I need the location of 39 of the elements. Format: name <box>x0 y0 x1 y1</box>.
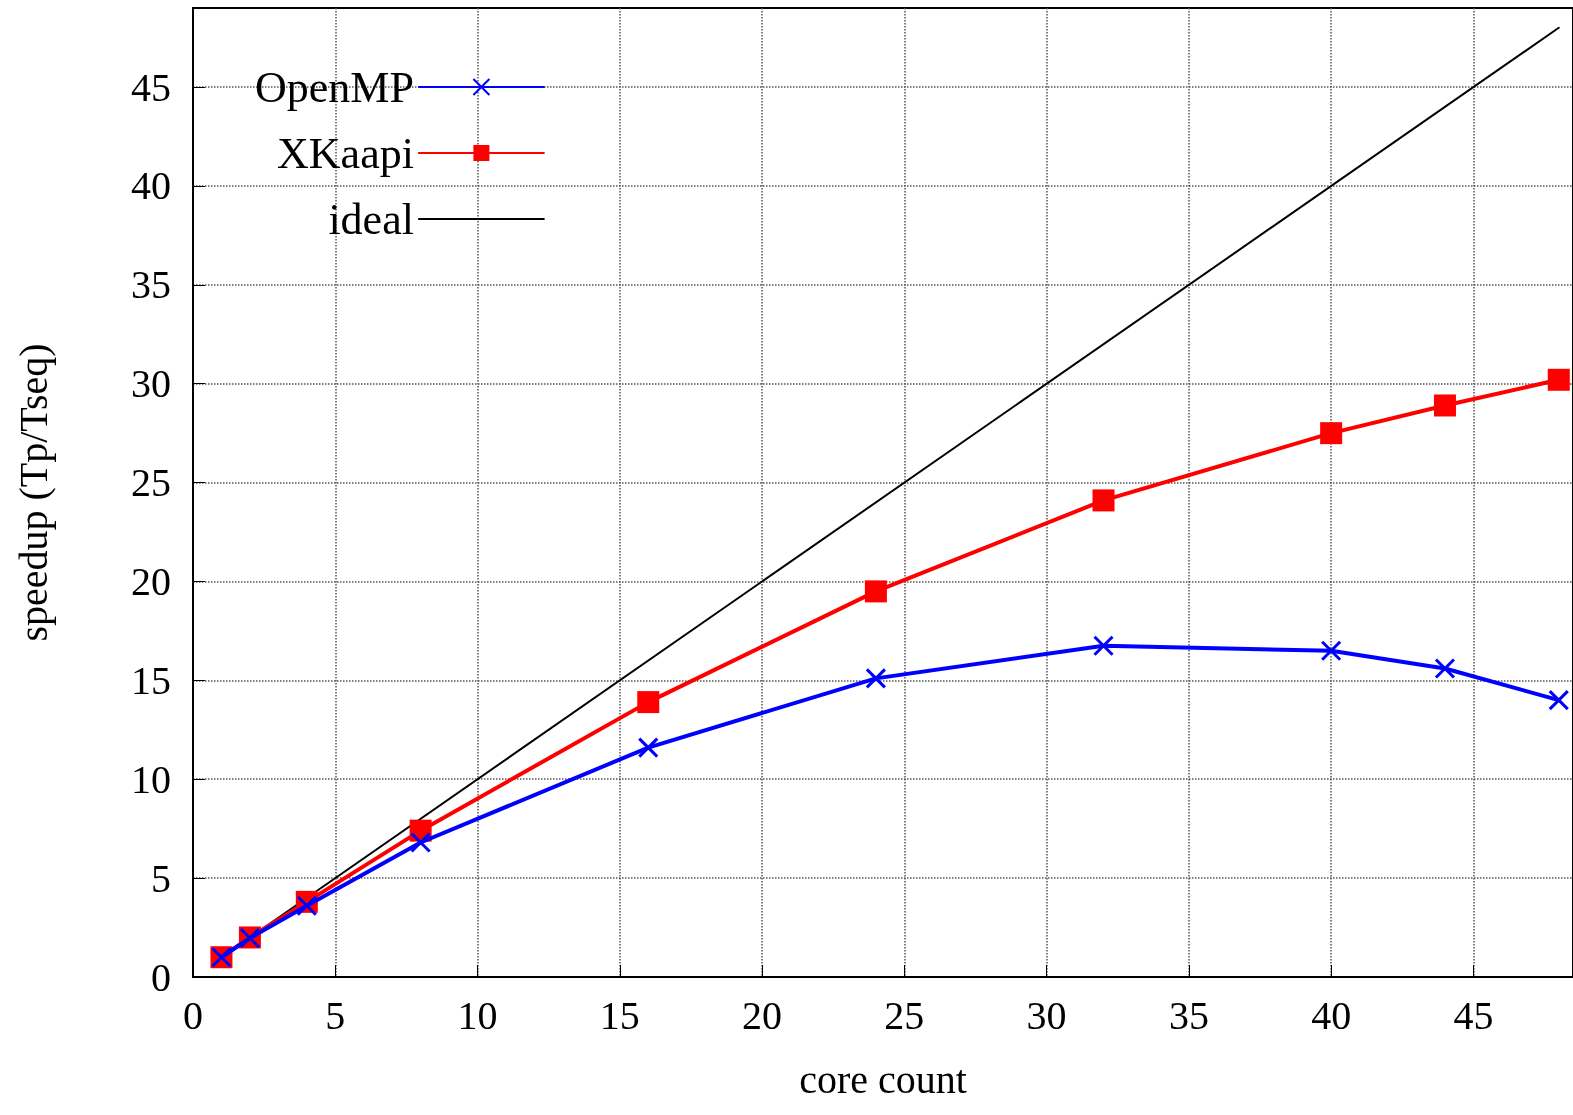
point <box>1547 368 1570 391</box>
point <box>637 691 660 714</box>
point <box>865 667 887 689</box>
legend-label: ideal <box>328 194 414 244</box>
x-tick-label: 40 <box>1311 992 1352 1038</box>
x-tick-label: 0 <box>183 992 203 1038</box>
x-tick-label: 15 <box>599 992 640 1038</box>
point <box>1092 489 1115 512</box>
point <box>296 895 318 917</box>
x-tick-label: 5 <box>325 992 346 1038</box>
point <box>410 832 432 854</box>
y-tick-label: 35 <box>131 262 171 308</box>
x-tick-label: 25 <box>884 992 925 1038</box>
point <box>1320 422 1343 445</box>
x-tick-label: 10 <box>457 992 498 1038</box>
point <box>864 580 887 603</box>
point <box>1548 689 1570 711</box>
point <box>637 737 659 759</box>
x-tick-label: 35 <box>1168 992 1209 1038</box>
point <box>1093 635 1115 657</box>
y-tick-label: 10 <box>131 756 171 802</box>
legend-label: OpenMP <box>254 62 414 112</box>
x-tick-label: 30 <box>1026 992 1067 1038</box>
y-tick-label: 45 <box>131 64 171 110</box>
x-axis-title: core count <box>799 1056 967 1102</box>
y-tick-label: 20 <box>131 558 171 604</box>
y-tick-label: 30 <box>131 361 171 407</box>
y-tick-label: 40 <box>131 163 171 209</box>
legend-label: XKaapi <box>277 128 414 178</box>
y-tick-label: 5 <box>151 855 171 901</box>
y-tick-label: 0 <box>151 954 171 1000</box>
point <box>1433 394 1456 417</box>
y-tick-label: 25 <box>131 460 171 506</box>
point <box>1434 658 1456 679</box>
x-tick-label: 45 <box>1453 992 1494 1038</box>
point <box>1320 640 1342 662</box>
x-tick-label: 20 <box>742 992 783 1038</box>
y-tick-label: 15 <box>131 657 171 703</box>
y-axis-title: speedup (Tp/Tseq) <box>10 343 56 642</box>
